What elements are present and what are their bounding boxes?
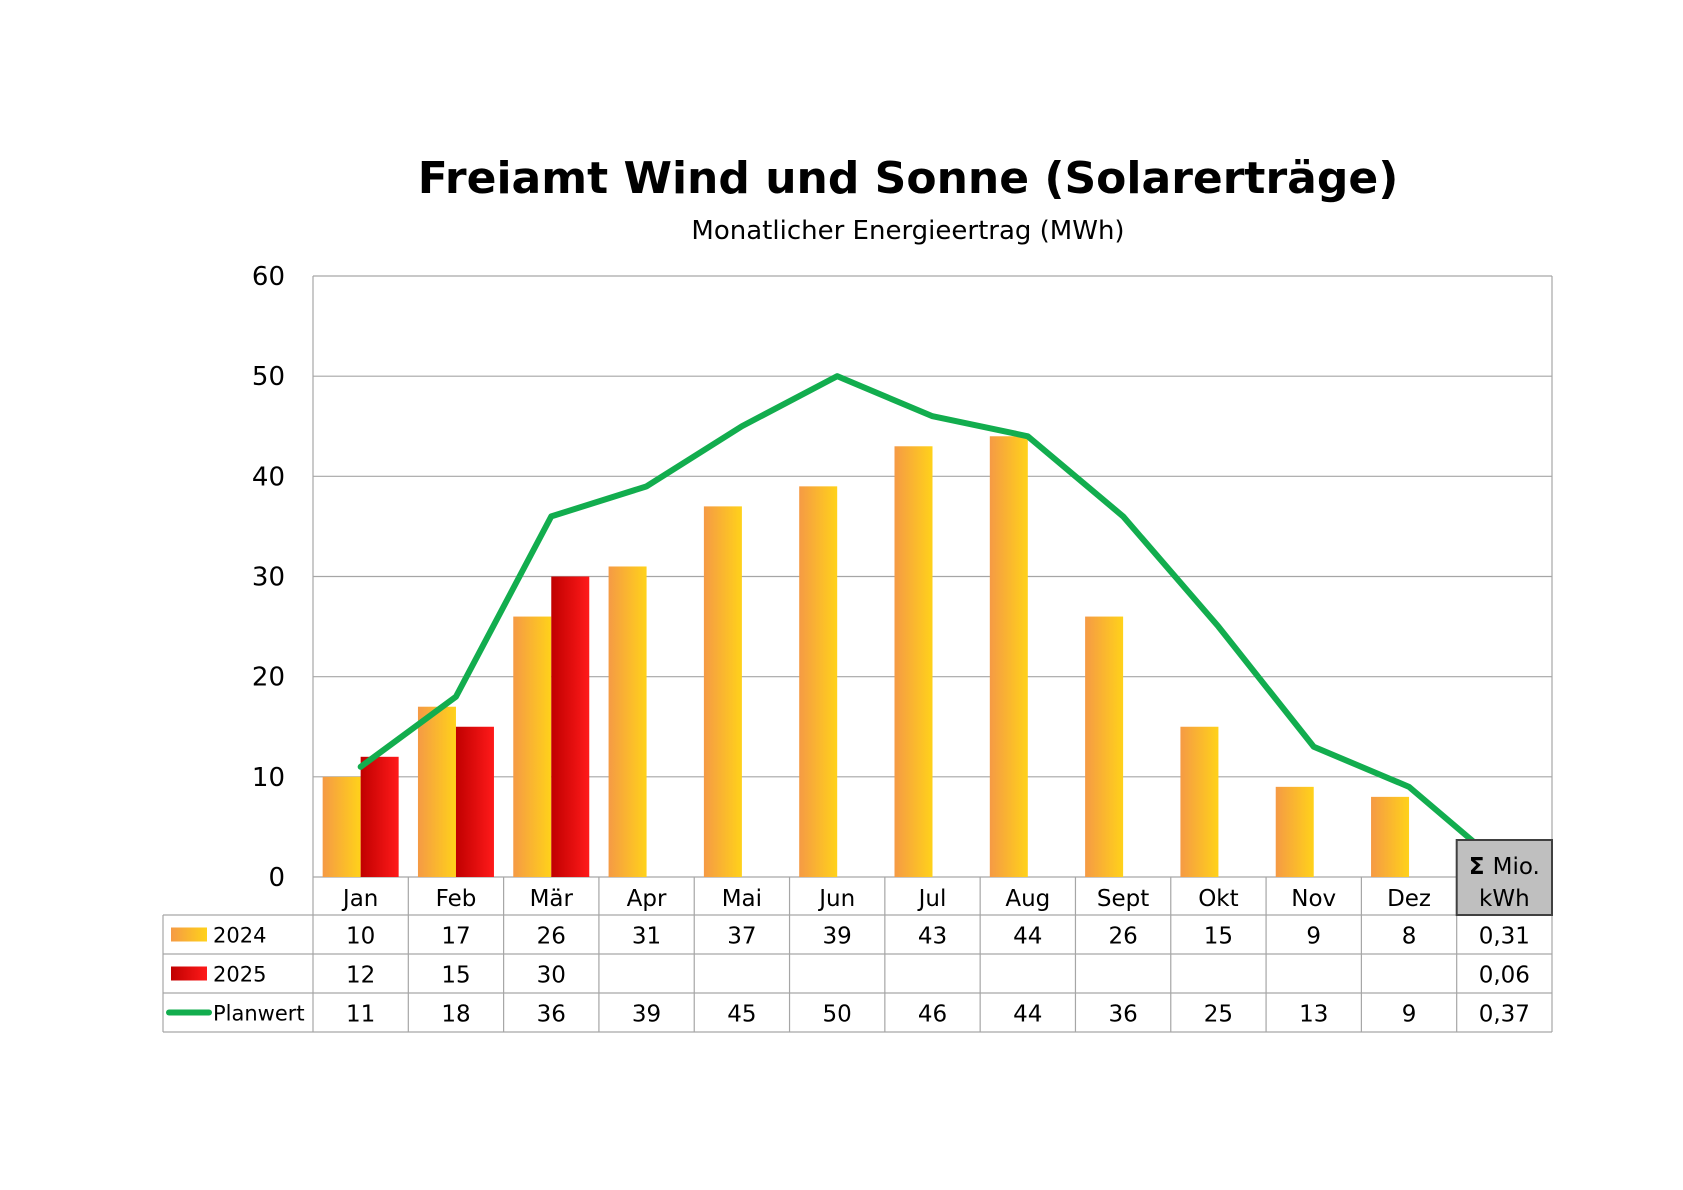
bar-2024 [989,436,1028,877]
sum-header-line1: Σ Mio. [1469,854,1540,880]
table-cell: 39 [823,924,852,950]
table-cell: 26 [537,924,566,950]
category-label: Aug [1005,886,1050,912]
table-cell: 30 [537,963,566,989]
y-tick-label: 0 [268,863,285,893]
bar-2025 [551,576,590,877]
table-cell: 9 [1402,1002,1417,1028]
sigma-symbol: Σ [1469,854,1493,880]
bar-2024 [1275,786,1314,877]
table-cell: 26 [1108,924,1137,950]
bar-2025 [360,756,399,877]
table-cell: 9 [1306,924,1321,950]
planwert-line-layer [357,373,1476,844]
table-cell: 43 [918,924,947,950]
chart-title: Freiamt Wind und Sonne (Solarerträge) [418,153,1399,204]
sum-header-line2: kWh [1479,886,1530,912]
bar-2024 [799,486,838,877]
table-cell: 36 [537,1002,566,1028]
category-label: Mai [722,886,762,912]
y-tick-label: 20 [252,663,285,693]
bar-2024 [417,706,456,877]
sum-unit-label: Mio. [1493,854,1540,880]
bar-2024 [322,776,361,877]
table-cell: 44 [1013,924,1042,950]
y-tick-label: 10 [252,763,285,793]
table-cell: 39 [632,1002,661,1028]
bars [322,436,1410,877]
category-label: Feb [436,886,477,912]
y-tick-label: 40 [252,462,285,492]
bar-2025 [455,726,494,877]
chart-subtitle: Monatlicher Energieertrag (MWh) [691,216,1124,246]
category-label: Mär [530,886,574,912]
legend-key-2025 [171,966,207,981]
legend-label: Planwert [213,1002,305,1026]
sum-cell: 0,31 [1479,924,1530,950]
category-label: Jun [817,886,855,912]
table-cell: 17 [441,924,470,950]
y-tick-label: 60 [252,262,285,292]
bar-2024 [703,506,742,877]
table-cell: 46 [918,1002,947,1028]
planwert-line [357,373,1476,844]
table-cell: 10 [346,924,375,950]
category-label: Jul [917,886,947,912]
bar-2024 [1085,616,1124,877]
table-cell: 50 [823,1002,852,1028]
table-cell: 36 [1108,1002,1137,1028]
table-cell: 37 [727,924,756,950]
category-label: Nov [1291,886,1336,912]
category-label: Okt [1198,886,1238,912]
table-cell: 11 [346,1002,375,1028]
y-tick-label: 50 [252,362,285,392]
y-axis-ticks: 0 10 20 30 40 50 60 [252,262,285,893]
legend-label: 2024 [213,924,266,948]
sum-header-box [1455,839,1553,916]
bar-2024 [513,616,552,877]
category-label: Sept [1097,886,1149,912]
table-cell: 18 [441,1002,470,1028]
legend-label: 2025 [213,963,266,987]
bar-2024 [1371,796,1410,877]
y-tick-label: 30 [252,563,285,593]
table-cell: 15 [441,963,470,989]
data-table: Jan Feb Mär Apr Mai Jun Jul Aug Sept Okt Nov Dez 202… [162,877,1553,1033]
sum-cell: 0,06 [1479,963,1530,989]
table-cell: 44 [1013,1002,1042,1028]
bar-2024 [894,446,933,877]
category-label: Dez [1387,886,1431,912]
sum-column: Σ Mio. kWh 0,31 0,06 0,37 [1455,839,1553,1028]
category-label: Jan [341,886,378,912]
legend-key-2024 [171,927,207,942]
table-cell: 8 [1402,924,1417,950]
bar-2024 [608,566,647,877]
sum-cell: 0,37 [1479,1002,1530,1028]
bar-2024 [1180,726,1219,877]
table-cell: 45 [727,1002,756,1028]
table-cell: 15 [1204,924,1233,950]
table-cell: 13 [1299,1002,1328,1028]
table-cell: 12 [346,963,375,989]
table-cell: 25 [1204,1002,1233,1028]
table-cell: 31 [632,924,661,950]
category-label: Apr [627,886,667,912]
